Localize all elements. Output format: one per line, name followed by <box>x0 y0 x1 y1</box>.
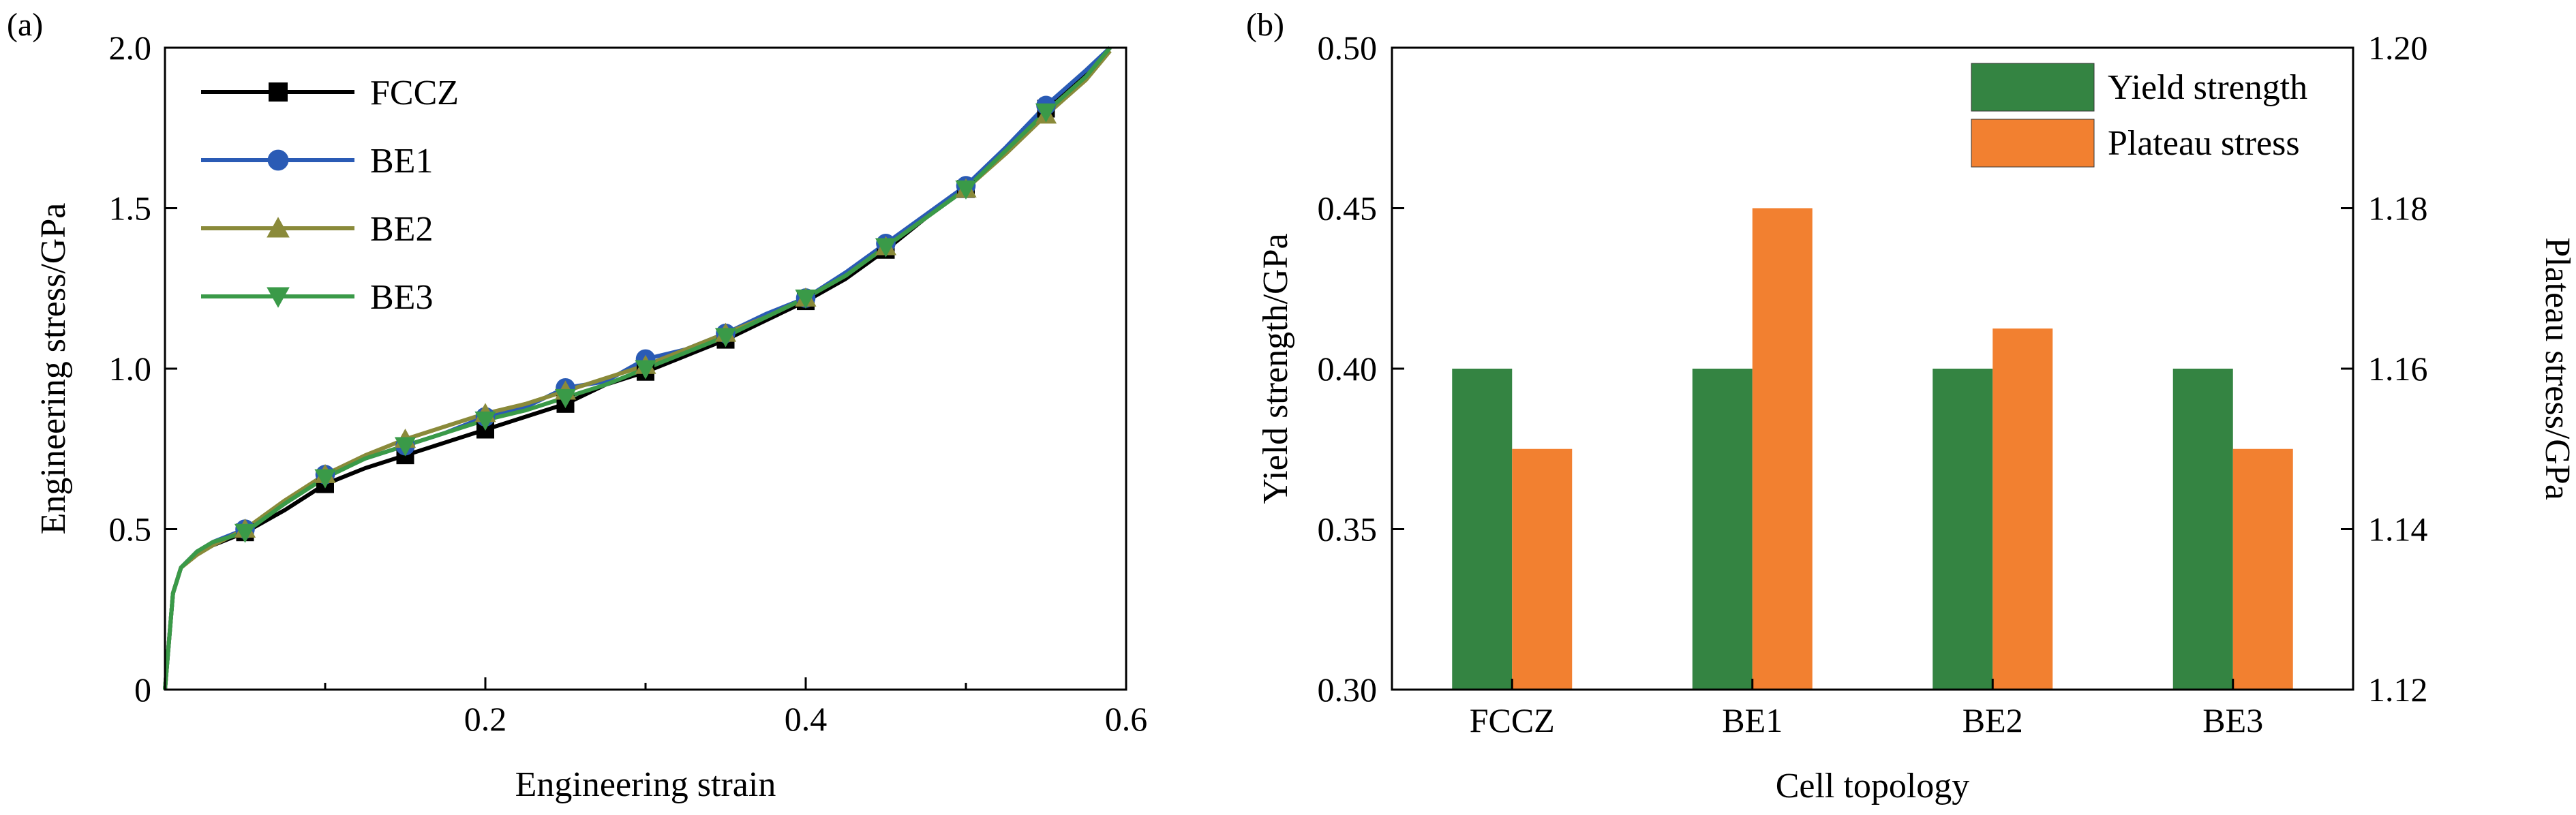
y-tick-label-left-b-3: 0.45 <box>1318 189 1378 228</box>
y-tick-label-a-2: 1.0 <box>109 350 152 388</box>
x-axis-label-a: Engineering strain <box>515 765 776 804</box>
legend-a-marker-be3 <box>267 287 290 308</box>
y-axis-label-right-b: Plateau stress/GPa <box>2538 237 2576 500</box>
x-axis-label-b: Cell topology <box>1776 767 1970 805</box>
x-tick-label-a-2: 0.6 <box>1105 700 1148 738</box>
bar-yield-be1 <box>1692 369 1753 690</box>
legend-a-marker-be1 <box>267 149 289 171</box>
legend-b: Yield strength Plateau stress <box>1971 63 2307 168</box>
x-tick-label-a-1: 0.4 <box>785 700 828 738</box>
x-tick-label-b-be3: BE3 <box>2202 701 2263 739</box>
legend-a-label-be1: BE1 <box>370 142 433 181</box>
y-tick-label-a-0: 0 <box>134 671 151 709</box>
bar-yield-be2 <box>1933 369 1993 690</box>
marker-be3-2 <box>394 437 416 457</box>
marker-group <box>234 95 1057 543</box>
legend-a-label-fccz: FCCZ <box>370 74 459 112</box>
y-tick-label-right-b-4: 1.20 <box>2368 29 2428 67</box>
legend-a-label-be2: BE2 <box>370 210 433 249</box>
legend-b-label-1: Plateau stress <box>2108 124 2300 163</box>
bar-yield-fccz <box>1452 369 1513 690</box>
marker-be3-1 <box>314 469 336 489</box>
y-tick-label-right-b-0: 1.12 <box>2368 671 2428 709</box>
y-axis-label-a: Engineering stress/GPa <box>34 203 73 535</box>
legend-a: FCCZ BE1 BE2 BE3 <box>201 74 459 317</box>
y-tick-label-left-b-2: 0.40 <box>1318 350 1378 388</box>
y-tick-label-right-b-1: 1.14 <box>2368 510 2428 549</box>
bar-yield-be3 <box>2172 369 2233 690</box>
axis-ticks-b: FCCZ BE1 BE2 BE3 0.30 0.35 0.40 0.45 0.50 1.12 1.1… <box>1318 29 2428 739</box>
bar-plateau-be1 <box>1752 208 1813 690</box>
legend-a-marker-fccz <box>269 82 288 102</box>
marker-be3-0 <box>234 523 256 543</box>
series-line-be3 <box>163 46 1112 690</box>
y-tick-label-right-b-2: 1.16 <box>2368 350 2428 388</box>
bar-plateau-fccz <box>1512 448 1573 690</box>
axis-ticks-a: 0 0.5 1.0 1.5 2.0 0.2 0.4 0.6 <box>109 29 1148 738</box>
y-axis-label-left-b: Yield strength/GPa <box>1256 233 1295 504</box>
x-tick-label-b-be1: BE1 <box>1722 701 1783 739</box>
marker-be3-7 <box>795 289 817 309</box>
x-tick-label-b-be2: BE2 <box>1963 701 2023 739</box>
y-tick-label-a-1: 0.5 <box>109 510 152 549</box>
bar-plateau-be3 <box>2232 448 2293 690</box>
legend-b-swatch-0 <box>1971 63 2095 112</box>
marker-be3-9 <box>955 180 977 200</box>
legend-b-swatch-1 <box>1971 119 2095 168</box>
marker-be3-6 <box>714 328 737 348</box>
panel-b: (b) FCCZ BE1 BE2 BE3 0.30 0.35 0.40 0.45 0.50 1.1… <box>1246 7 2576 805</box>
panel-b-label: (b) <box>1246 7 1284 43</box>
legend-a-marker-be2 <box>267 217 290 238</box>
y-tick-label-left-b-4: 0.50 <box>1318 29 1378 67</box>
legend-b-label-0: Yield strength <box>2108 68 2307 107</box>
panel-a-label: (a) <box>7 7 43 43</box>
panel-a: (a) 0 0.5 1.0 1.5 2.0 0.2 0.4 0.6 Engineering s… <box>7 7 1147 804</box>
y-tick-label-a-4: 2.0 <box>109 29 152 67</box>
bar-plateau-be2 <box>1992 328 2053 690</box>
legend-a-label-be3: BE3 <box>370 278 433 317</box>
bar-group <box>1452 208 2293 690</box>
x-tick-label-a-0: 0.2 <box>464 700 507 738</box>
line-series-group <box>163 46 1112 690</box>
marker-be3-5 <box>635 360 656 380</box>
marker-be3-8 <box>875 238 897 258</box>
marker-be3-10 <box>1035 103 1057 123</box>
y-tick-label-a-3: 1.5 <box>109 189 152 228</box>
y-tick-label-right-b-3: 1.18 <box>2368 189 2428 228</box>
y-tick-label-left-b-1: 0.35 <box>1318 510 1378 549</box>
marker-be3-3 <box>474 411 496 431</box>
y-tick-label-left-b-0: 0.30 <box>1318 671 1378 709</box>
marker-be3-4 <box>554 388 577 408</box>
x-tick-label-b-fccz: FCCZ <box>1470 701 1555 739</box>
